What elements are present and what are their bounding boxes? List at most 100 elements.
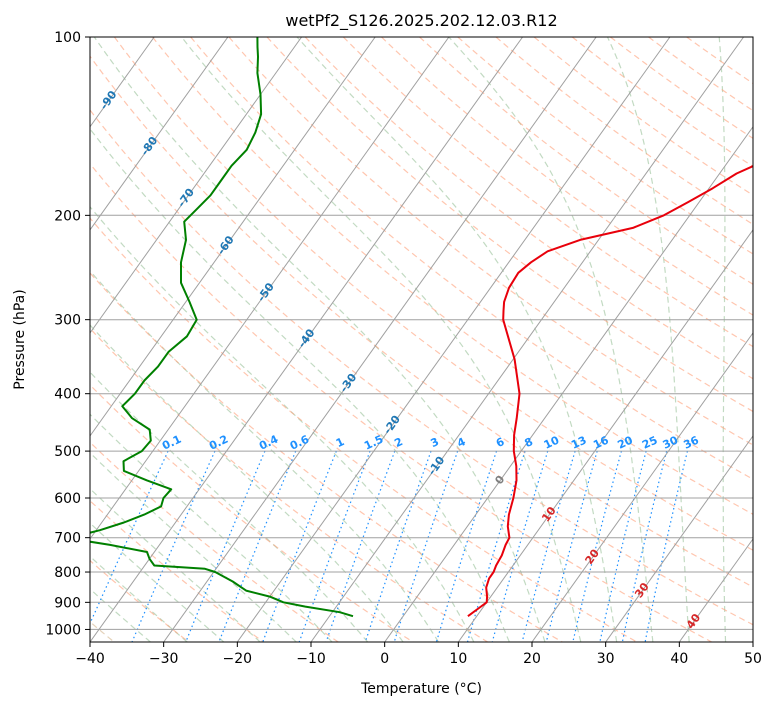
dry-adiabat: [304, 37, 753, 380]
moist-adiabat: [718, 37, 727, 642]
isotherm-label: -50: [255, 280, 277, 304]
dry-adiabat: [90, 272, 563, 642]
mixing-ratio-label: 3: [429, 435, 441, 450]
moist-adiabat: [90, 205, 475, 642]
dry-adiabats: [90, 37, 753, 642]
dry-adiabat: [90, 162, 712, 642]
temperature-trace: [467, 165, 753, 618]
mixing-ratio-line: [572, 450, 622, 642]
mixing-ratio-line: [466, 450, 526, 642]
y-tick-label: 900: [54, 595, 81, 611]
y-tick-label: 1000: [45, 622, 81, 638]
isotherm-line: [0, 37, 7, 642]
x-tick-label: −10: [296, 651, 326, 667]
isotherm-line: [90, 37, 376, 437]
x-tick-label: −40: [75, 651, 105, 667]
mixing-ratio-label: 16: [591, 433, 611, 451]
dewpoint-trace: [90, 37, 354, 618]
mixing-ratio-label: 30: [661, 433, 681, 451]
isotherm-label: -80: [138, 134, 160, 158]
isotherm-label: -40: [295, 326, 317, 350]
mixing-ratio-label: 2: [392, 435, 404, 450]
isotherm-line: [384, 125, 753, 642]
isotherm-label: -70: [175, 186, 197, 210]
mixing-ratio-line: [262, 450, 337, 642]
moist-adiabat: [606, 37, 690, 642]
mixing-ratio-lines: [90, 450, 688, 642]
isotherm-label: -20: [381, 413, 403, 437]
moist-adiabats: [90, 37, 727, 642]
dry-adiabat: [90, 327, 488, 642]
dry-adiabat: [686, 37, 753, 85]
moist-adiabat: [90, 555, 188, 642]
x-tick-label: −20: [223, 651, 253, 667]
mixing-ratio-label: 8: [523, 435, 535, 450]
dry-adiabat: [90, 109, 753, 626]
mixing-ratio-label: 0.2: [207, 433, 230, 453]
line-labels: -100-90-80-70-60-50-40-30-20-10010203040…: [97, 88, 704, 631]
mixing-ratio-label: 6: [494, 435, 507, 450]
isotherm-label: -10: [425, 454, 447, 478]
moist-adiabat: [90, 487, 261, 642]
dry-adiabat: [90, 441, 339, 642]
dry-adiabat: [457, 37, 753, 255]
isotherm-line: [752, 641, 753, 642]
dry-adiabat: [228, 37, 753, 446]
isotherms: [0, 37, 753, 642]
dry-adiabat: [266, 37, 753, 413]
sounding-traces: [90, 37, 753, 618]
x-tick-label: 40: [670, 651, 688, 667]
dry-adiabat: [610, 37, 753, 140]
dry-adiabat: [90, 384, 414, 642]
mixing-ratio-label: 36: [682, 433, 702, 451]
x-tick-label: 10: [449, 651, 467, 667]
x-axis-ticks: −40 −30 −20 −10 0 10 20 30 40 50: [75, 642, 762, 667]
isotherm-line: [605, 435, 753, 642]
isotherm-line: [236, 37, 671, 642]
x-tick-label: 0: [380, 651, 389, 667]
moist-adiabat: [90, 451, 297, 642]
mixing-ratio-line: [298, 450, 371, 642]
y-tick-label: 200: [54, 208, 81, 224]
moist-adiabat: [90, 127, 510, 642]
dry-adiabat: [495, 37, 753, 226]
dry-adiabat: [342, 37, 753, 348]
moist-adiabat: [90, 588, 151, 642]
plot-frame: [89, 36, 754, 643]
moist-adiabat: [90, 270, 439, 642]
x-tick-label: 30: [597, 651, 615, 667]
mixing-ratio-label: 10: [542, 433, 562, 451]
isotherm-line: [310, 37, 745, 642]
mixing-ratio-label: 1: [334, 435, 346, 450]
chart-title: wetPf2_S126.2025.202.12.03.R12: [285, 11, 557, 31]
y-tick-label: 600: [54, 491, 81, 507]
isotherm-label: 40: [684, 611, 704, 631]
mixing-ratio-line: [599, 450, 647, 642]
moist-adiabat: [181, 37, 582, 642]
moist-adiabat: [93, 37, 546, 642]
mixing-ratio-line: [185, 450, 266, 642]
y-tick-label: 800: [54, 565, 81, 581]
isotherm-line: [90, 37, 524, 642]
isotherm-line: [90, 37, 450, 540]
mixing-ratio-line: [90, 450, 169, 626]
mixing-ratio-line: [545, 450, 598, 642]
x-axis-label: Temperature (°C): [360, 681, 482, 697]
x-tick-label: 50: [744, 651, 762, 667]
mixing-ratio-line: [644, 450, 688, 642]
y-tick-label: 700: [54, 531, 81, 547]
isotherm-line: [90, 37, 229, 231]
dry-adiabat: [90, 55, 753, 588]
dry-adiabat: [113, 37, 753, 551]
mixing-ratio-label: 20: [616, 433, 636, 451]
mixing-ratio-label: 0.6: [288, 432, 311, 452]
moist-adiabat: [90, 413, 333, 642]
moist-adiabat: [90, 522, 225, 642]
dry-adiabat: [648, 37, 753, 112]
y-tick-label: 400: [54, 387, 81, 403]
mixing-ratio-line: [435, 450, 498, 642]
moist-adiabat: [448, 37, 654, 642]
y-tick-label: 500: [54, 444, 81, 460]
mixing-ratio-line: [393, 450, 459, 642]
